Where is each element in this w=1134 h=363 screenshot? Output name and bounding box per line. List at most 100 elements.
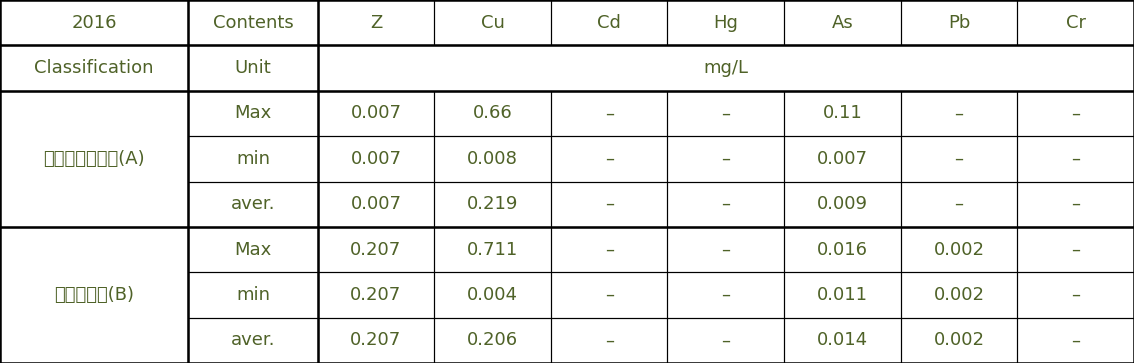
Text: 0.007: 0.007 [350, 105, 401, 122]
Bar [318, 227, 434, 272]
Text: 0.11: 0.11 [822, 105, 862, 122]
Bar [188, 136, 318, 182]
Text: 0.002: 0.002 [933, 286, 984, 304]
Bar [551, 318, 668, 363]
Text: Contents: Contents [212, 14, 294, 32]
Text: Cd: Cd [598, 14, 621, 32]
Text: Z: Z [370, 14, 382, 32]
Text: min: min [236, 286, 270, 304]
Text: –: – [604, 331, 613, 349]
Bar [900, 272, 1017, 318]
Text: –: – [721, 150, 730, 168]
Bar [900, 0, 1017, 45]
Text: 0.016: 0.016 [816, 241, 868, 258]
Text: mg/L: mg/L [703, 59, 748, 77]
Bar [318, 272, 434, 318]
Text: –: – [721, 286, 730, 304]
Bar [318, 0, 434, 45]
Bar [434, 182, 551, 227]
Text: –: – [604, 241, 613, 258]
Bar [0, 91, 188, 227]
Bar [784, 227, 900, 272]
Bar [784, 272, 900, 318]
Bar [188, 182, 318, 227]
Bar [900, 318, 1017, 363]
Text: –: – [1072, 105, 1081, 122]
Bar [188, 91, 318, 136]
Text: 0.007: 0.007 [350, 195, 401, 213]
Text: Cr: Cr [1066, 14, 1085, 32]
Bar [551, 272, 668, 318]
Bar [784, 136, 900, 182]
Text: 2016: 2016 [71, 14, 117, 32]
Text: 0.011: 0.011 [816, 286, 868, 304]
Bar [0, 227, 188, 363]
Text: 0.711: 0.711 [467, 241, 518, 258]
Bar [551, 182, 668, 227]
Bar [668, 136, 784, 182]
Text: 0.009: 0.009 [816, 195, 868, 213]
Bar [1017, 227, 1134, 272]
Bar [668, 227, 784, 272]
Bar [784, 0, 900, 45]
Bar [318, 45, 1134, 91]
Bar [318, 91, 434, 136]
Bar [188, 272, 318, 318]
Text: Max: Max [235, 241, 271, 258]
Bar [188, 45, 318, 91]
Text: 0.206: 0.206 [467, 331, 518, 349]
Bar [434, 136, 551, 182]
Bar [551, 91, 668, 136]
Text: min: min [236, 150, 270, 168]
Text: –: – [721, 331, 730, 349]
Bar [900, 227, 1017, 272]
Text: 0.014: 0.014 [816, 331, 868, 349]
Bar [434, 0, 551, 45]
Text: 0.207: 0.207 [350, 331, 401, 349]
Bar [900, 182, 1017, 227]
Text: 0.008: 0.008 [467, 150, 518, 168]
Text: Classification: Classification [34, 59, 154, 77]
Text: 0.007: 0.007 [350, 150, 401, 168]
Text: As: As [831, 14, 853, 32]
Text: –: – [1072, 286, 1081, 304]
Bar [784, 182, 900, 227]
Bar [318, 136, 434, 182]
Text: –: – [721, 241, 730, 258]
Bar [1017, 318, 1134, 363]
Text: 액비처리구(B): 액비처리구(B) [54, 286, 134, 304]
Bar [188, 318, 318, 363]
Bar [1017, 272, 1134, 318]
Text: –: – [604, 195, 613, 213]
Bar [668, 91, 784, 136]
Bar [1017, 0, 1134, 45]
Text: 0.66: 0.66 [473, 105, 513, 122]
Bar [551, 0, 668, 45]
Text: 0.207: 0.207 [350, 286, 401, 304]
Bar [188, 0, 318, 45]
Text: 화학비료처리구(A): 화학비료처리구(A) [43, 150, 145, 168]
Bar [318, 182, 434, 227]
Bar [0, 0, 188, 45]
Text: –: – [604, 105, 613, 122]
Text: 0.002: 0.002 [933, 331, 984, 349]
Text: 0.207: 0.207 [350, 241, 401, 258]
Text: Cu: Cu [481, 14, 505, 32]
Text: –: – [1072, 331, 1081, 349]
Text: 0.007: 0.007 [816, 150, 868, 168]
Bar [668, 182, 784, 227]
Bar [318, 318, 434, 363]
Bar [1017, 182, 1134, 227]
Bar [668, 318, 784, 363]
Bar [900, 91, 1017, 136]
Bar [551, 227, 668, 272]
Text: –: – [955, 105, 964, 122]
Text: aver.: aver. [230, 331, 276, 349]
Bar [434, 91, 551, 136]
Text: Pb: Pb [948, 14, 971, 32]
Text: –: – [1072, 150, 1081, 168]
Text: –: – [721, 105, 730, 122]
Bar [551, 136, 668, 182]
Text: Max: Max [235, 105, 271, 122]
Bar [188, 227, 318, 272]
